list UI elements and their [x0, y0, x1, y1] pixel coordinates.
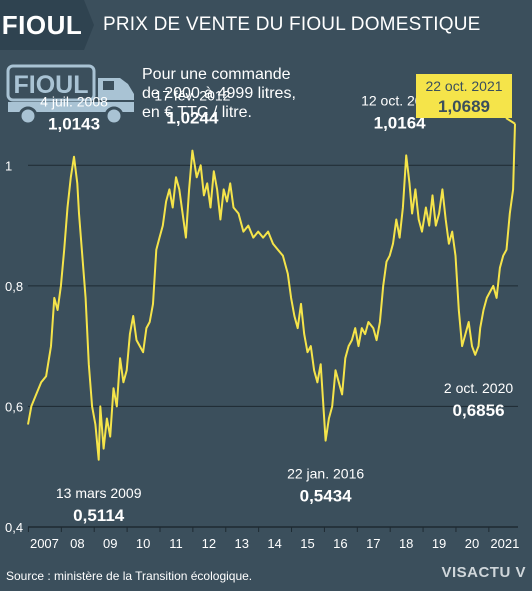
x-tick-label: 08	[70, 536, 84, 551]
subtitle: Pour une commande de 2000 à 4999 litres,…	[142, 65, 322, 122]
x-tick-label: 17	[366, 536, 380, 551]
y-tick-label: 0,6	[5, 399, 23, 414]
source-note: Source : ministère de la Transition écol…	[6, 569, 253, 583]
annotation-value: 1,0689	[438, 97, 490, 116]
x-tick-label: 10	[136, 536, 150, 551]
x-tick-label: 19	[432, 536, 446, 551]
brand-mark: V	[515, 564, 526, 581]
topic-badge: FIOUL	[0, 0, 84, 50]
y-tick-label: 0,4	[5, 520, 23, 535]
price-series-line	[27, 123, 516, 461]
annotation-date: 13 mars 2009	[56, 485, 142, 501]
annotation-date: 4 juil. 2008	[40, 94, 108, 110]
y-tick-label: 1	[5, 158, 12, 173]
x-tick-label: 13	[235, 536, 249, 551]
subtitle-line-3: en € TTC / litre.	[142, 104, 252, 121]
annotation-leader-line	[505, 117, 516, 125]
annotation-date: 22 jan. 2016	[287, 466, 364, 482]
badge-arrow	[84, 0, 94, 50]
truck-label: FIOUL	[14, 71, 89, 99]
subtitle-line-1: Pour une commande	[142, 66, 291, 83]
y-tick-label: 0,8	[5, 279, 23, 294]
x-tick-label: 14	[267, 536, 281, 551]
x-tick-label: 11	[169, 536, 183, 551]
annotation-value: 0,6856	[453, 401, 505, 420]
x-tick-label: 2021	[490, 536, 519, 551]
truck-icon: FIOUL	[6, 64, 134, 126]
brand-logo: VISACTU V	[441, 564, 526, 581]
annotation-date: 2 oct. 2020	[444, 380, 513, 396]
x-tick-label: 20	[465, 536, 479, 551]
annotation-date: 22 oct. 2021	[425, 78, 502, 94]
x-tick-label: 12	[202, 536, 216, 551]
x-tick-label: 16	[333, 536, 347, 551]
annotation-value: 0,5434	[300, 487, 353, 506]
x-tick-label: 18	[399, 536, 413, 551]
brand-name: VISACTU	[441, 564, 511, 581]
annotation-highlight-box	[416, 74, 512, 118]
chart-title: PRIX DE VENTE DU FIOUL DOMESTIQUE	[103, 14, 481, 35]
annotation-value: 0,5114	[73, 506, 125, 525]
x-tick-label: 2007	[30, 536, 59, 551]
annotation-value: 1,0164	[374, 113, 427, 132]
x-tick-label: 15	[300, 536, 314, 551]
header: FIOUL PRIX DE VENTE DU FIOUL DOMESTIQUE	[0, 0, 532, 50]
subtitle-line-2: de 2000 à 4999 litres,	[142, 85, 296, 102]
x-tick-label: 09	[103, 536, 117, 551]
annotation-value: 1,0143	[48, 115, 100, 134]
annotation-value: 1,0244	[166, 109, 219, 128]
annotation-date: 17 fév. 2012	[154, 88, 230, 104]
